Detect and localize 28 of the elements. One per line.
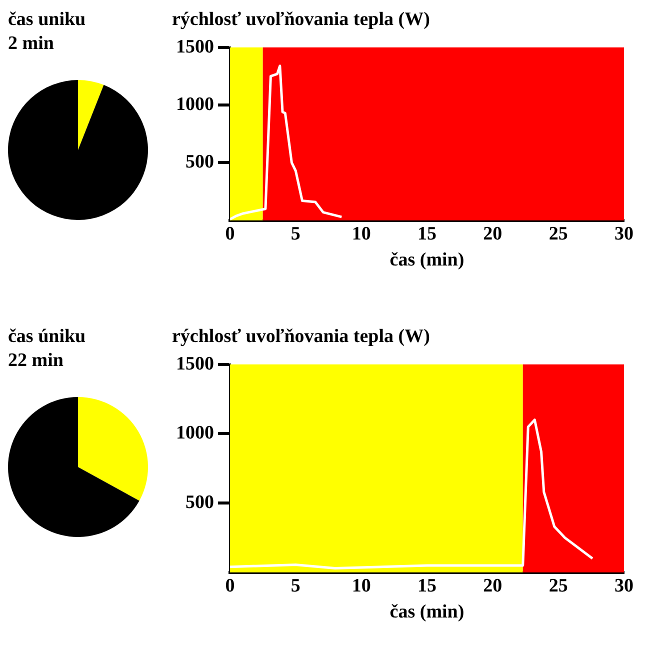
x-axis-title: čas (min) (390, 602, 464, 623)
x-tick-label: 15 (418, 224, 436, 245)
y-tick-label: 500 (186, 152, 214, 173)
chart-title: čas uniku (8, 8, 87, 32)
x-tick-label: 10 (352, 576, 371, 597)
y-axis-title: rýchlosť uvoľňovania tepla (W) (172, 8, 431, 32)
x-tick-label: 25 (548, 224, 568, 245)
x-tick-label: 0 (225, 576, 235, 597)
y-tick-label: 1500 (176, 36, 214, 58)
y-tick-label: 1500 (176, 353, 214, 374)
chart-title: čas úniku (8, 325, 87, 349)
y-axis-title: rýchlosť uvoľňovania tepla (W) (172, 325, 431, 349)
y-tick-label: 1000 (176, 422, 214, 444)
y-tick-label: 500 (186, 492, 214, 513)
x-tick-label: 30 (614, 224, 634, 245)
x-tick-label: 25 (548, 576, 568, 597)
x-axis-title: čas (min) (390, 250, 464, 271)
x-tick-label: 0 (225, 224, 235, 245)
x-tick-label: 20 (483, 576, 502, 597)
x-tick-label: 5 (290, 576, 300, 597)
x-tick-label: 10 (352, 224, 371, 245)
x-tick-label: 5 (290, 224, 300, 245)
x-tick-label: 15 (418, 576, 436, 597)
y-tick-label: 1000 (176, 94, 214, 115)
x-tick-label: 30 (614, 576, 634, 597)
chart-subtitle: 2 min (8, 32, 55, 56)
chart-subtitle: 22 min (8, 349, 64, 373)
x-tick-label: 20 (483, 224, 502, 245)
